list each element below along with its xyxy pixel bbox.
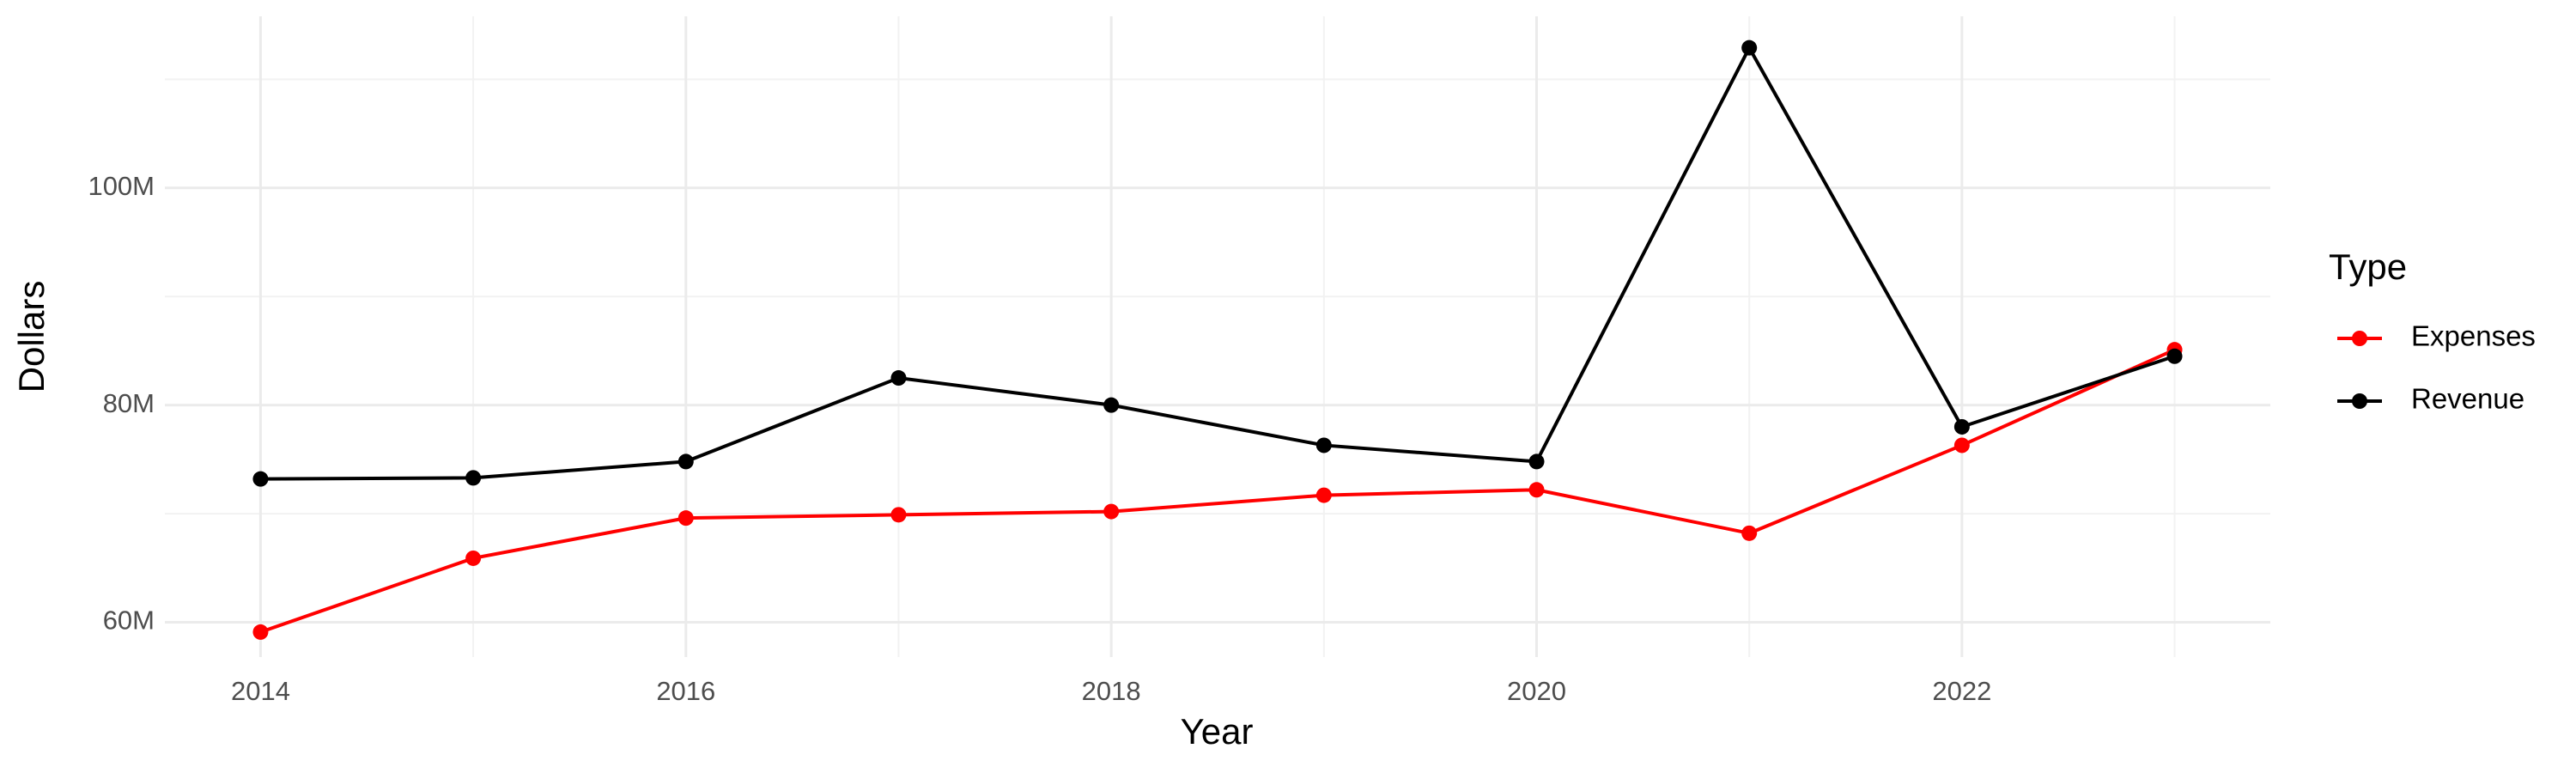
y-tick-label: 80M xyxy=(103,388,155,418)
data-point xyxy=(890,370,907,386)
data-point xyxy=(2166,348,2183,364)
legend-label: Expenses xyxy=(2411,320,2536,352)
data-point xyxy=(1315,437,1332,453)
data-point xyxy=(677,453,694,470)
x-axis-title: Year xyxy=(1181,711,1254,752)
x-tick-label: 2020 xyxy=(1507,676,1566,706)
data-point xyxy=(465,470,482,486)
series-line xyxy=(259,348,2176,634)
data-point xyxy=(1528,482,1545,498)
legend-key-point xyxy=(2352,393,2367,409)
data-point xyxy=(252,624,269,640)
data-point xyxy=(1103,397,1120,413)
y-tick-label: 60M xyxy=(103,606,155,636)
y-tick-label: 100M xyxy=(88,171,155,201)
data-point xyxy=(1953,418,1970,435)
legend-key-point xyxy=(2352,331,2367,346)
series-line xyxy=(260,44,2176,481)
data-point xyxy=(1528,453,1545,470)
data-point xyxy=(1103,503,1120,520)
data-point xyxy=(1741,40,1758,56)
x-tick-label: 2016 xyxy=(656,676,715,706)
data-point xyxy=(677,510,694,526)
data-point xyxy=(1953,437,1970,453)
x-tick-label: 2014 xyxy=(231,676,290,706)
x-tick-label: 2022 xyxy=(1932,676,1991,706)
x-tick-label: 2018 xyxy=(1082,676,1141,706)
data-point xyxy=(465,550,482,566)
data-point xyxy=(252,471,269,487)
data-point xyxy=(890,507,907,523)
data-point xyxy=(1741,525,1758,541)
y-axis-title: Dollars xyxy=(11,281,52,393)
legend-label: Revenue xyxy=(2411,383,2524,415)
legend-title: Type xyxy=(2329,247,2407,287)
data-point xyxy=(1315,487,1332,503)
